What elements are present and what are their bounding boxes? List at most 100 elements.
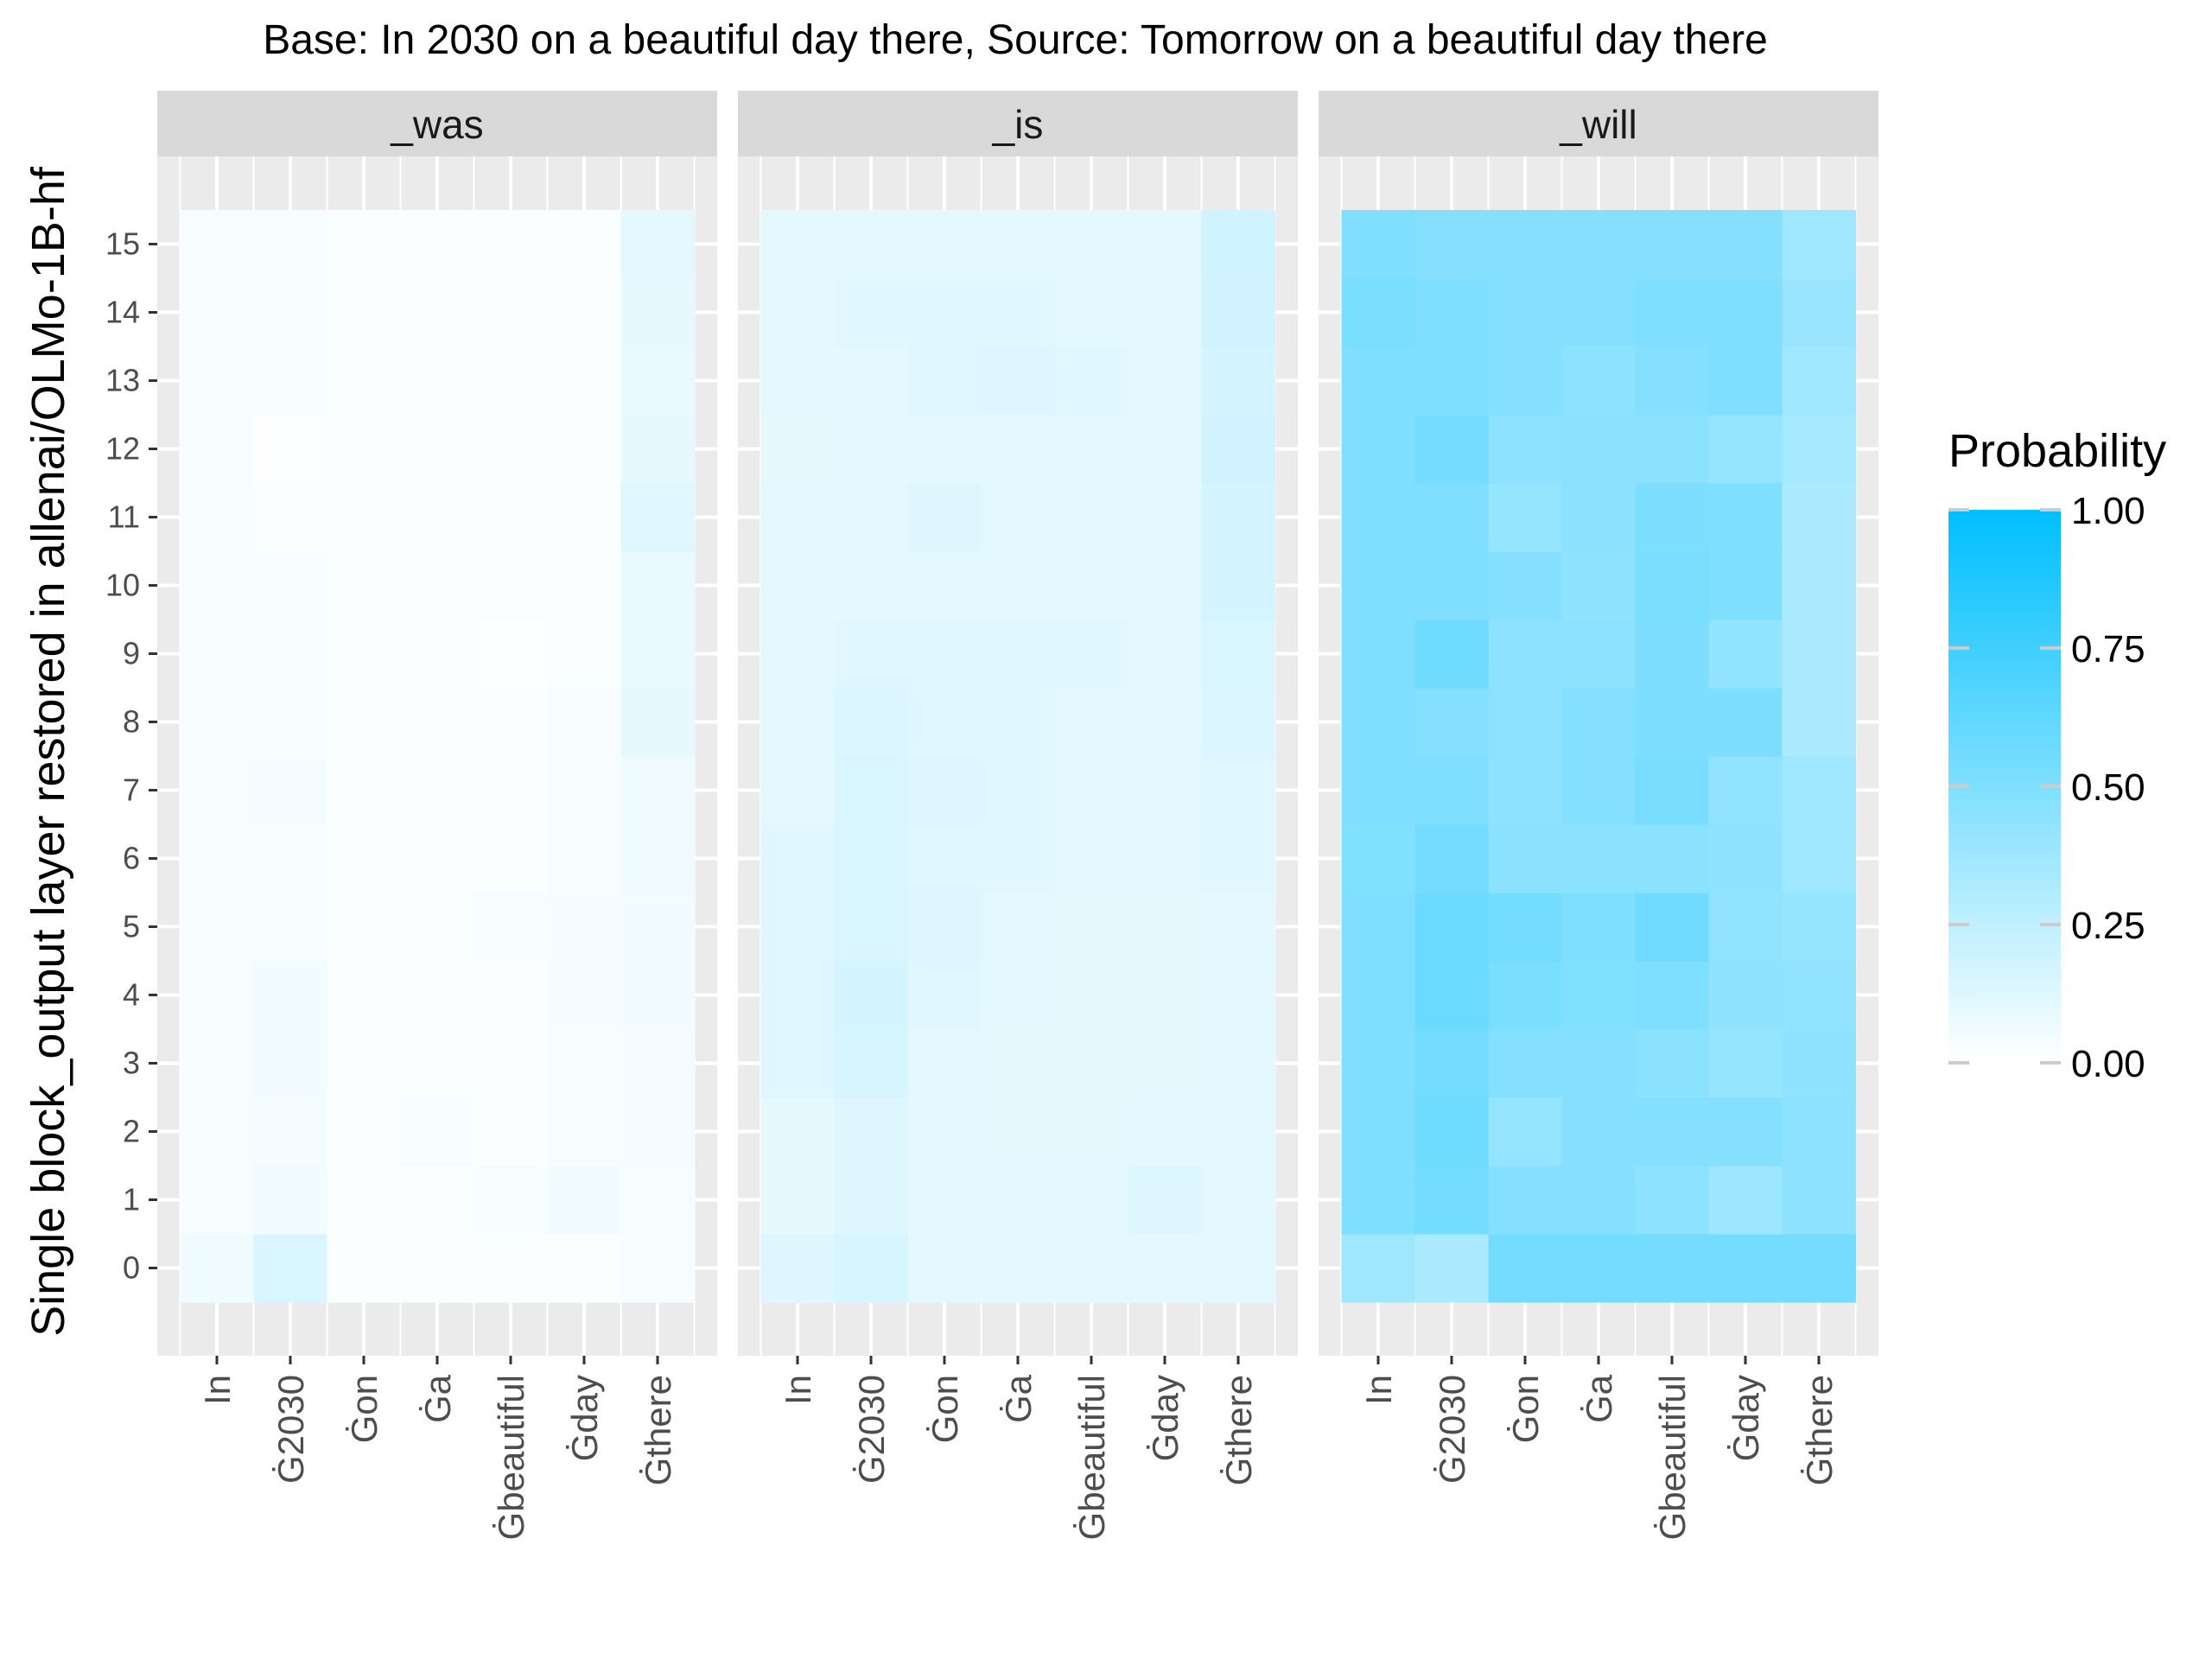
heatmap-cell — [180, 688, 255, 757]
heatmap-cell — [1782, 1029, 1857, 1098]
heatmap-cell — [907, 756, 982, 825]
heatmap-cell — [400, 1029, 475, 1098]
heatmap-cell — [1561, 415, 1637, 484]
heatmap-cell — [760, 961, 836, 1030]
heatmap-cell — [253, 210, 328, 279]
heatmap-cell — [547, 278, 622, 347]
heatmap-cell — [1635, 346, 1710, 416]
heatmap-cell — [400, 551, 475, 620]
heatmap-cell — [474, 1166, 549, 1235]
chart-title: Base: In 2030 on a beautiful day there, … — [263, 17, 1768, 63]
heatmap-cell — [1341, 620, 1416, 689]
heatmap-cell — [1561, 210, 1637, 279]
heatmap-cell — [1635, 483, 1710, 552]
heatmap-cell — [1708, 551, 1783, 620]
heatmap-cell — [1341, 278, 1416, 347]
heatmap-cell — [760, 620, 836, 689]
heatmap-cell — [620, 756, 696, 825]
heatmap-cell — [1635, 551, 1710, 620]
heatmap-cell — [760, 1166, 836, 1235]
heatmap-cell — [907, 961, 982, 1030]
heatmap-cell — [1782, 620, 1857, 689]
heatmap-cell — [620, 620, 696, 689]
heatmap-cell — [547, 961, 622, 1030]
x-tick-label: Ġon — [925, 1375, 965, 1443]
heatmap-cell — [1635, 688, 1710, 757]
heatmap-cell — [1201, 483, 1276, 552]
heatmap-cell — [981, 346, 1056, 416]
heatmap-cell — [1128, 961, 1203, 1030]
heatmap-cell — [1708, 961, 1783, 1030]
heatmap-cell — [907, 551, 982, 620]
heatmap-cell — [1635, 824, 1710, 893]
heatmap-cell — [1414, 346, 1490, 416]
color-legend: Probability 0.00 0.25 0.50 0.75 1.00 — [1948, 425, 2166, 1085]
heatmap-cell — [1128, 415, 1203, 484]
heatmap-cell — [474, 210, 549, 279]
heatmap-cell — [180, 415, 255, 484]
heatmap-cell — [834, 278, 909, 347]
heatmap-cell — [1708, 1097, 1783, 1166]
heatmap-cell — [760, 415, 836, 484]
facet-strip — [157, 91, 717, 156]
heatmap-cell — [907, 620, 982, 689]
x-tick-label: Ġ2030 — [1432, 1375, 1472, 1484]
heatmap-cell — [907, 1029, 982, 1098]
heatmap-cell — [474, 1097, 549, 1166]
heatmap-cell — [474, 688, 549, 757]
x-tick-label: Ġon — [1505, 1375, 1546, 1443]
heatmap-cell — [327, 278, 402, 347]
heatmap-cell — [400, 415, 475, 484]
heatmap-cell — [1414, 893, 1490, 962]
heatmap-cell — [1341, 1166, 1416, 1235]
y-axis-title: Single block_output layer restored in al… — [22, 166, 74, 1337]
heatmap-cell — [547, 1166, 622, 1235]
heatmap-cell — [1128, 756, 1203, 825]
heatmap-cell — [907, 278, 982, 347]
heatmap-cell — [1488, 893, 1563, 962]
heatmap-cell — [1782, 961, 1857, 1030]
heatmap-cell — [1635, 1166, 1710, 1235]
heatmap-cell — [620, 1166, 696, 1235]
heatmap-cell — [1054, 551, 1129, 620]
heatmap-cell — [253, 961, 328, 1030]
x-tick-label: Ġa — [998, 1374, 1039, 1423]
heatmap-cell — [834, 688, 909, 757]
y-tick-label: 12 — [105, 431, 140, 467]
heatmap-cell — [253, 1029, 328, 1098]
heatmap-cell — [400, 824, 475, 893]
heatmap-cell — [1341, 210, 1416, 279]
heatmap-cell — [547, 346, 622, 416]
heatmap-cell — [327, 1166, 402, 1235]
x-tick-label: Ġbeautiful — [1652, 1375, 1693, 1540]
heatmap-cell — [1054, 824, 1129, 893]
heatmap-cell — [1782, 824, 1857, 893]
heatmap-cell — [981, 688, 1056, 757]
x-tick-label: Ġ2030 — [851, 1375, 892, 1484]
x-tick-label: Ġbeautiful — [1071, 1375, 1112, 1540]
heatmap-cell — [1782, 278, 1857, 347]
heatmap-cell — [1782, 483, 1857, 552]
heatmap-cell — [1414, 1166, 1490, 1235]
heatmap-cell — [180, 551, 255, 620]
heatmap-cell — [1341, 415, 1416, 484]
heatmap-cell — [1054, 961, 1129, 1030]
heatmap-cell — [547, 1097, 622, 1166]
heatmap-cell — [1414, 278, 1490, 347]
heatmap-cell — [400, 620, 475, 689]
heatmap-cell — [400, 1234, 475, 1303]
heatmap-cell — [253, 415, 328, 484]
heatmap-cell — [327, 483, 402, 552]
heatmap-cell — [620, 346, 696, 416]
heatmap-cell — [1708, 210, 1783, 279]
y-tick-label: 6 — [123, 841, 140, 876]
heatmap-cell — [907, 1166, 982, 1235]
heatmap-cell — [1128, 1029, 1203, 1098]
heatmap-cell — [1054, 415, 1129, 484]
heatmap-cell — [547, 415, 622, 484]
heatmap-cell — [1782, 1166, 1857, 1235]
heatmap-cell — [547, 893, 622, 962]
heatmap-cell — [327, 893, 402, 962]
heatmap-cell — [1414, 756, 1490, 825]
heatmap-cell — [1054, 1097, 1129, 1166]
